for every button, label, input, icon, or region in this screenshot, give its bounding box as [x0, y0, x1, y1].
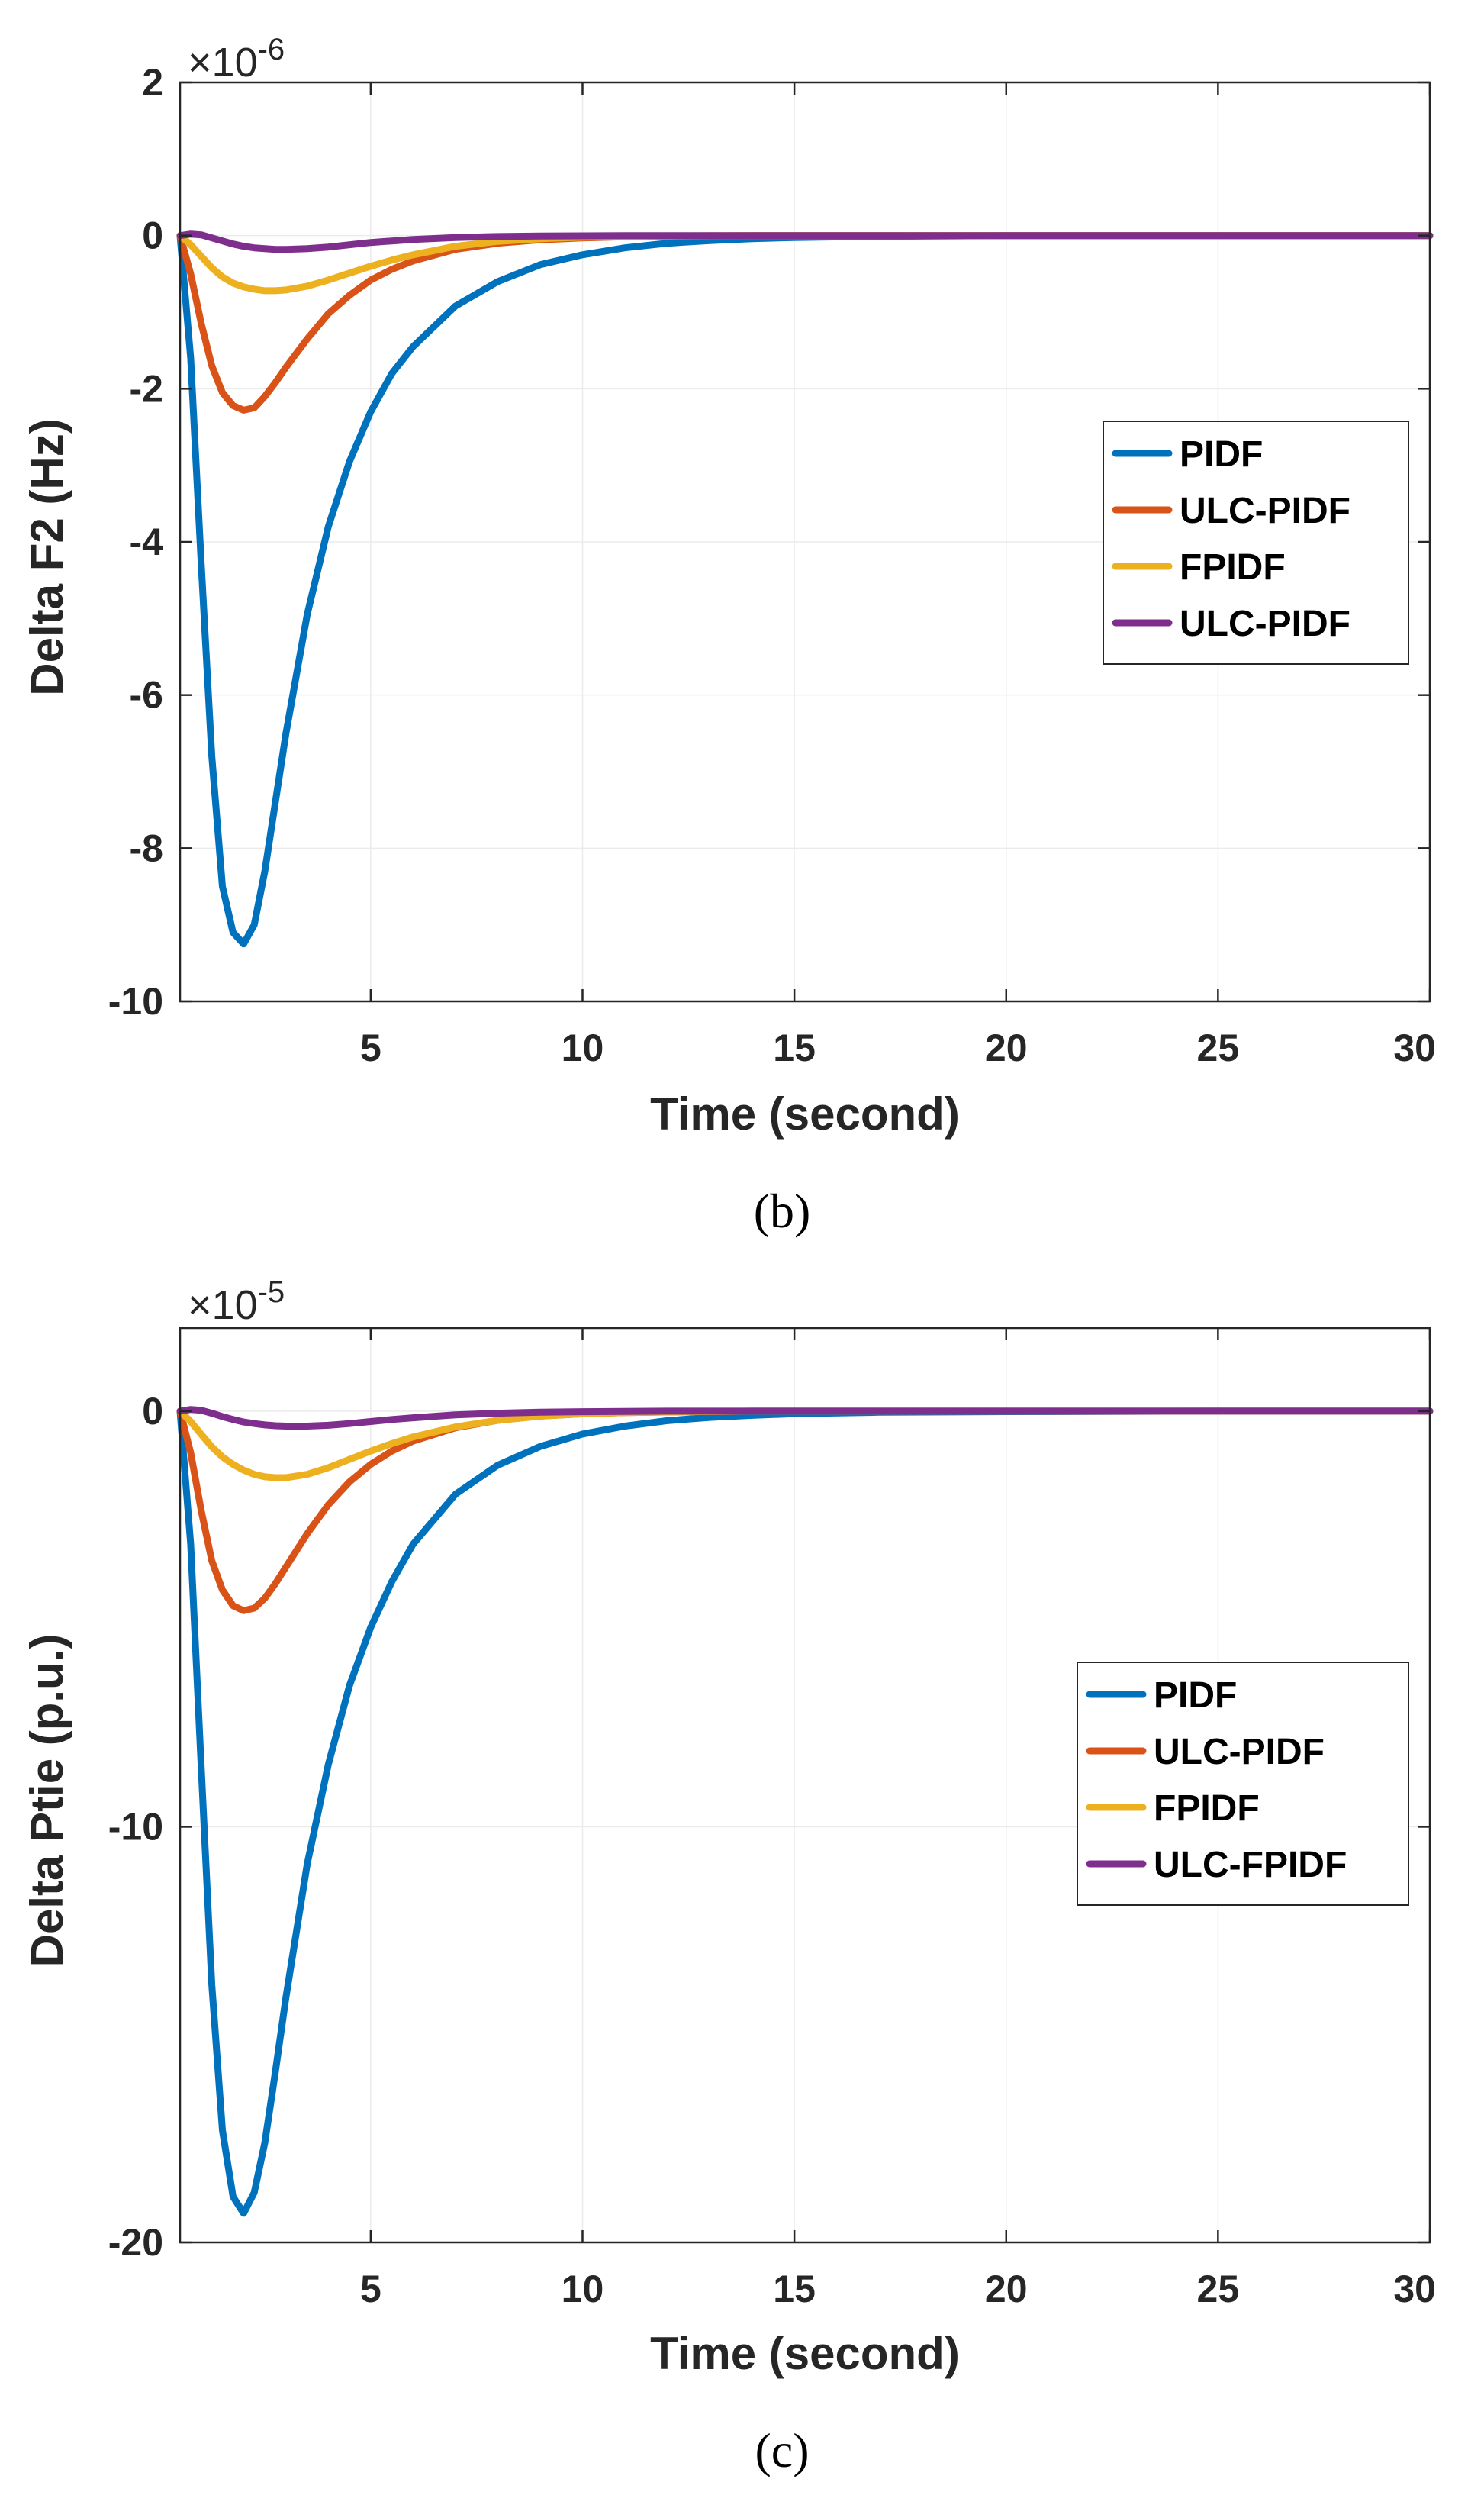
x-tick-label: 25: [1197, 1027, 1240, 1069]
y-exponent-label: ×10-6: [188, 33, 285, 85]
x-axis-label: Time (second): [650, 1088, 960, 1140]
x-tick-label: 10: [562, 2268, 604, 2310]
x-tick-label: 10: [562, 1027, 604, 1069]
series-line-ulc-pidf-3: [176, 230, 1434, 253]
legend-entry-label: PIDF: [1154, 1675, 1237, 1716]
panel-caption: (b): [754, 1184, 811, 1238]
x-tick-label: 20: [985, 2268, 1028, 2310]
legend-entry-label: FPIDF: [1154, 1788, 1260, 1829]
exponent-power: -6: [258, 33, 285, 66]
exponent-base: ×10: [188, 1282, 258, 1328]
legend-entry-label: ULC-PIDF: [1180, 604, 1350, 644]
y-tick-label: -10: [108, 1805, 163, 1848]
y-tick-label: -8: [130, 827, 163, 869]
exponent-base: ×10: [188, 40, 258, 85]
legend-entry-label: ULC-PIDF: [1154, 1732, 1325, 1772]
x-tick-label: 5: [360, 1027, 381, 1069]
y-tick-label: 0: [142, 214, 163, 257]
x-tick-label: 20: [985, 1027, 1028, 1069]
y-tick-label: -6: [130, 674, 163, 717]
exponent-power: -5: [258, 1275, 285, 1309]
panel-c-delta-ptie-chart: 5 10 15 20 25 30 0 -10 -20 ×10-5 Time (second) Delt…: [21, 1275, 1436, 2477]
y-tick-label: -20: [108, 2221, 163, 2264]
legend-entry-label: FPIDF: [1180, 547, 1286, 588]
y-tick-label: -4: [130, 521, 164, 563]
series-line-pidf-0: [176, 1407, 1434, 2217]
y-tick-label: -2: [130, 367, 163, 410]
y-axis-label: Delta F2 (Hz): [21, 418, 72, 695]
y-tick-label: 0: [142, 1390, 163, 1433]
series-line-ulc-fpidf-3: [176, 1406, 1434, 1430]
x-axis-label: Time (second): [650, 2328, 960, 2379]
x-tick-label: 30: [1393, 2268, 1436, 2310]
x-tick-label: 25: [1197, 2268, 1240, 2310]
legend: PIDF ULC-PIDF FPIDF ULC-FPIDF: [1077, 1662, 1409, 1906]
legend-entry-label: PIDF: [1180, 434, 1263, 475]
legend: PIDF ULC-PIDF FPIDF ULC-PIDF: [1103, 421, 1409, 665]
y-tick-label: 2: [142, 61, 163, 104]
x-tick-label: 15: [773, 1027, 816, 1069]
axes-box: [179, 1327, 1431, 2244]
legend-entry-label: ULC-FPIDF: [1154, 1845, 1347, 1885]
x-tick-label: 15: [773, 2268, 816, 2310]
x-tick-label: 5: [360, 2268, 381, 2310]
legend-entry-label: ULC-PIDF: [1180, 491, 1350, 531]
panel-caption: (c): [755, 2423, 809, 2477]
x-tick-label: 30: [1393, 1027, 1436, 1069]
y-tick-label: -10: [108, 980, 163, 1023]
y-exponent-label: ×10-5: [188, 1275, 285, 1328]
y-axis-label: Delta Ptie (p.u.): [21, 1634, 72, 1968]
